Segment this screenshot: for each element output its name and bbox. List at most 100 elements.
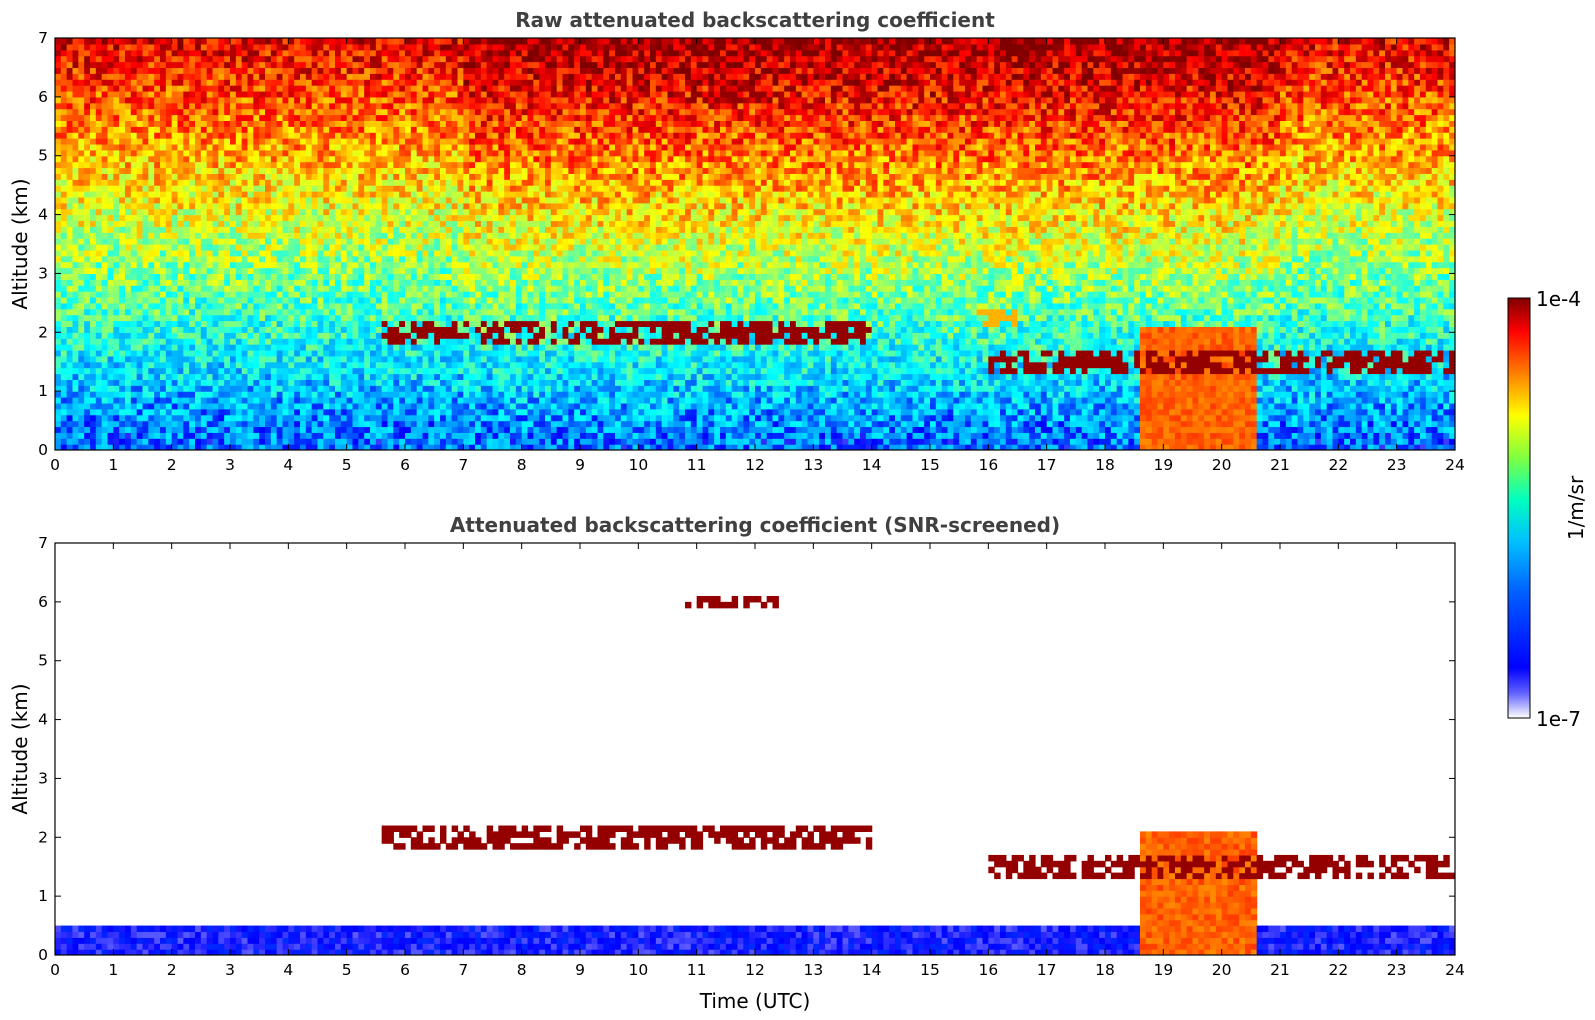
heatmap-cell <box>195 344 202 351</box>
heatmap-cell <box>422 349 429 357</box>
heatmap-cell <box>235 155 243 163</box>
heatmap-cell <box>148 214 155 222</box>
heatmap-cell <box>177 338 184 345</box>
heatmap-cell <box>300 67 307 74</box>
heatmap-cell <box>90 132 97 139</box>
heatmap-cell <box>72 173 79 180</box>
heatmap-cell <box>265 138 272 145</box>
heatmap-cell <box>457 196 464 204</box>
heatmap-cell <box>317 349 324 357</box>
heatmap-cell <box>317 102 324 110</box>
heatmap-cell <box>399 96 406 104</box>
heatmap-cell <box>305 202 313 210</box>
heatmap-cell <box>300 120 307 127</box>
heatmap-cell <box>451 432 459 439</box>
heatmap-cell <box>101 38 109 45</box>
heatmap-cell <box>276 173 284 180</box>
heatmap-cell <box>340 132 348 139</box>
heatmap-cell <box>463 38 470 45</box>
heatmap-cell <box>230 161 237 169</box>
heatmap-cell <box>224 414 231 422</box>
heatmap-cell <box>399 414 406 422</box>
heatmap-cell <box>95 108 103 116</box>
heatmap-cell <box>288 273 295 280</box>
heatmap-cell <box>66 338 74 345</box>
heatmap-cell <box>101 73 109 80</box>
heatmap-cell <box>276 226 284 233</box>
heatmap-cell <box>335 202 342 210</box>
heatmap-cell <box>160 155 167 163</box>
heatmap-cell <box>352 85 359 92</box>
heatmap-cell <box>107 85 114 92</box>
heatmap-cell <box>136 155 144 163</box>
heatmap-cell <box>370 114 377 121</box>
heatmap-cell <box>130 43 138 51</box>
heatmap-cell <box>189 208 196 216</box>
heatmap-cell <box>457 373 464 380</box>
heatmap-cell <box>317 220 324 227</box>
heatmap-cell <box>358 432 365 439</box>
heatmap-cell <box>72 279 79 286</box>
heatmap-cell <box>370 438 377 445</box>
heatmap-cell <box>72 261 79 269</box>
heatmap-cell <box>323 232 330 239</box>
heatmap-cell <box>405 102 412 110</box>
heatmap-cell <box>457 120 464 127</box>
heatmap-cell <box>165 296 173 304</box>
heatmap-cell <box>416 355 424 363</box>
heatmap-cell <box>445 108 453 116</box>
heatmap-cell <box>428 432 435 439</box>
heatmap-cell <box>276 367 284 375</box>
heatmap-cell <box>300 96 307 104</box>
heatmap-cell <box>445 79 453 86</box>
heatmap-cell <box>434 338 441 345</box>
heatmap-cell <box>259 261 266 269</box>
heatmap-cell <box>329 43 336 51</box>
heatmap-cell <box>212 402 219 410</box>
heatmap-cell <box>463 143 470 151</box>
heatmap-cell <box>130 79 138 86</box>
heatmap-cell <box>329 185 336 192</box>
heatmap-cell <box>416 132 424 139</box>
heatmap-cell <box>171 138 179 145</box>
heatmap-cell <box>212 191 219 198</box>
heatmap-cell <box>60 220 68 227</box>
heatmap-cell <box>189 314 196 322</box>
heatmap-cell <box>235 238 243 245</box>
heatmap-cell <box>72 267 79 275</box>
heatmap-cell <box>84 73 91 80</box>
heatmap-cell <box>101 402 109 410</box>
heatmap-cell <box>434 196 441 204</box>
heatmap-cell <box>352 373 359 380</box>
heatmap-cell <box>352 173 359 180</box>
heatmap-cell <box>422 332 429 339</box>
heatmap-cell <box>387 73 394 80</box>
heatmap-cell <box>148 108 155 116</box>
heatmap-cell <box>463 73 470 80</box>
heatmap-cell <box>405 255 412 263</box>
heatmap-cell <box>78 179 85 186</box>
heatmap-cell <box>300 226 307 233</box>
heatmap-cell <box>160 185 167 192</box>
heatmap-cell <box>305 408 313 416</box>
heatmap-cell <box>206 326 214 333</box>
heatmap-cell <box>154 108 161 116</box>
heatmap-cell <box>422 67 429 74</box>
heatmap-cell <box>253 332 260 339</box>
heatmap-cell <box>259 161 266 169</box>
heatmap-cell <box>393 326 400 333</box>
heatmap-cell <box>259 173 266 180</box>
heatmap-cell <box>434 349 441 357</box>
heatmap-cell <box>276 420 284 428</box>
heatmap-cell <box>317 326 324 333</box>
heatmap-cell <box>72 49 79 57</box>
heatmap-cell <box>224 49 231 57</box>
heatmap-cell <box>247 238 254 245</box>
heatmap-cell <box>387 173 394 180</box>
heatmap-cell <box>125 420 132 428</box>
heatmap-cell <box>387 355 394 363</box>
heatmap-cell <box>410 132 418 139</box>
heatmap-cell <box>200 185 208 192</box>
heatmap-cell <box>335 355 342 363</box>
